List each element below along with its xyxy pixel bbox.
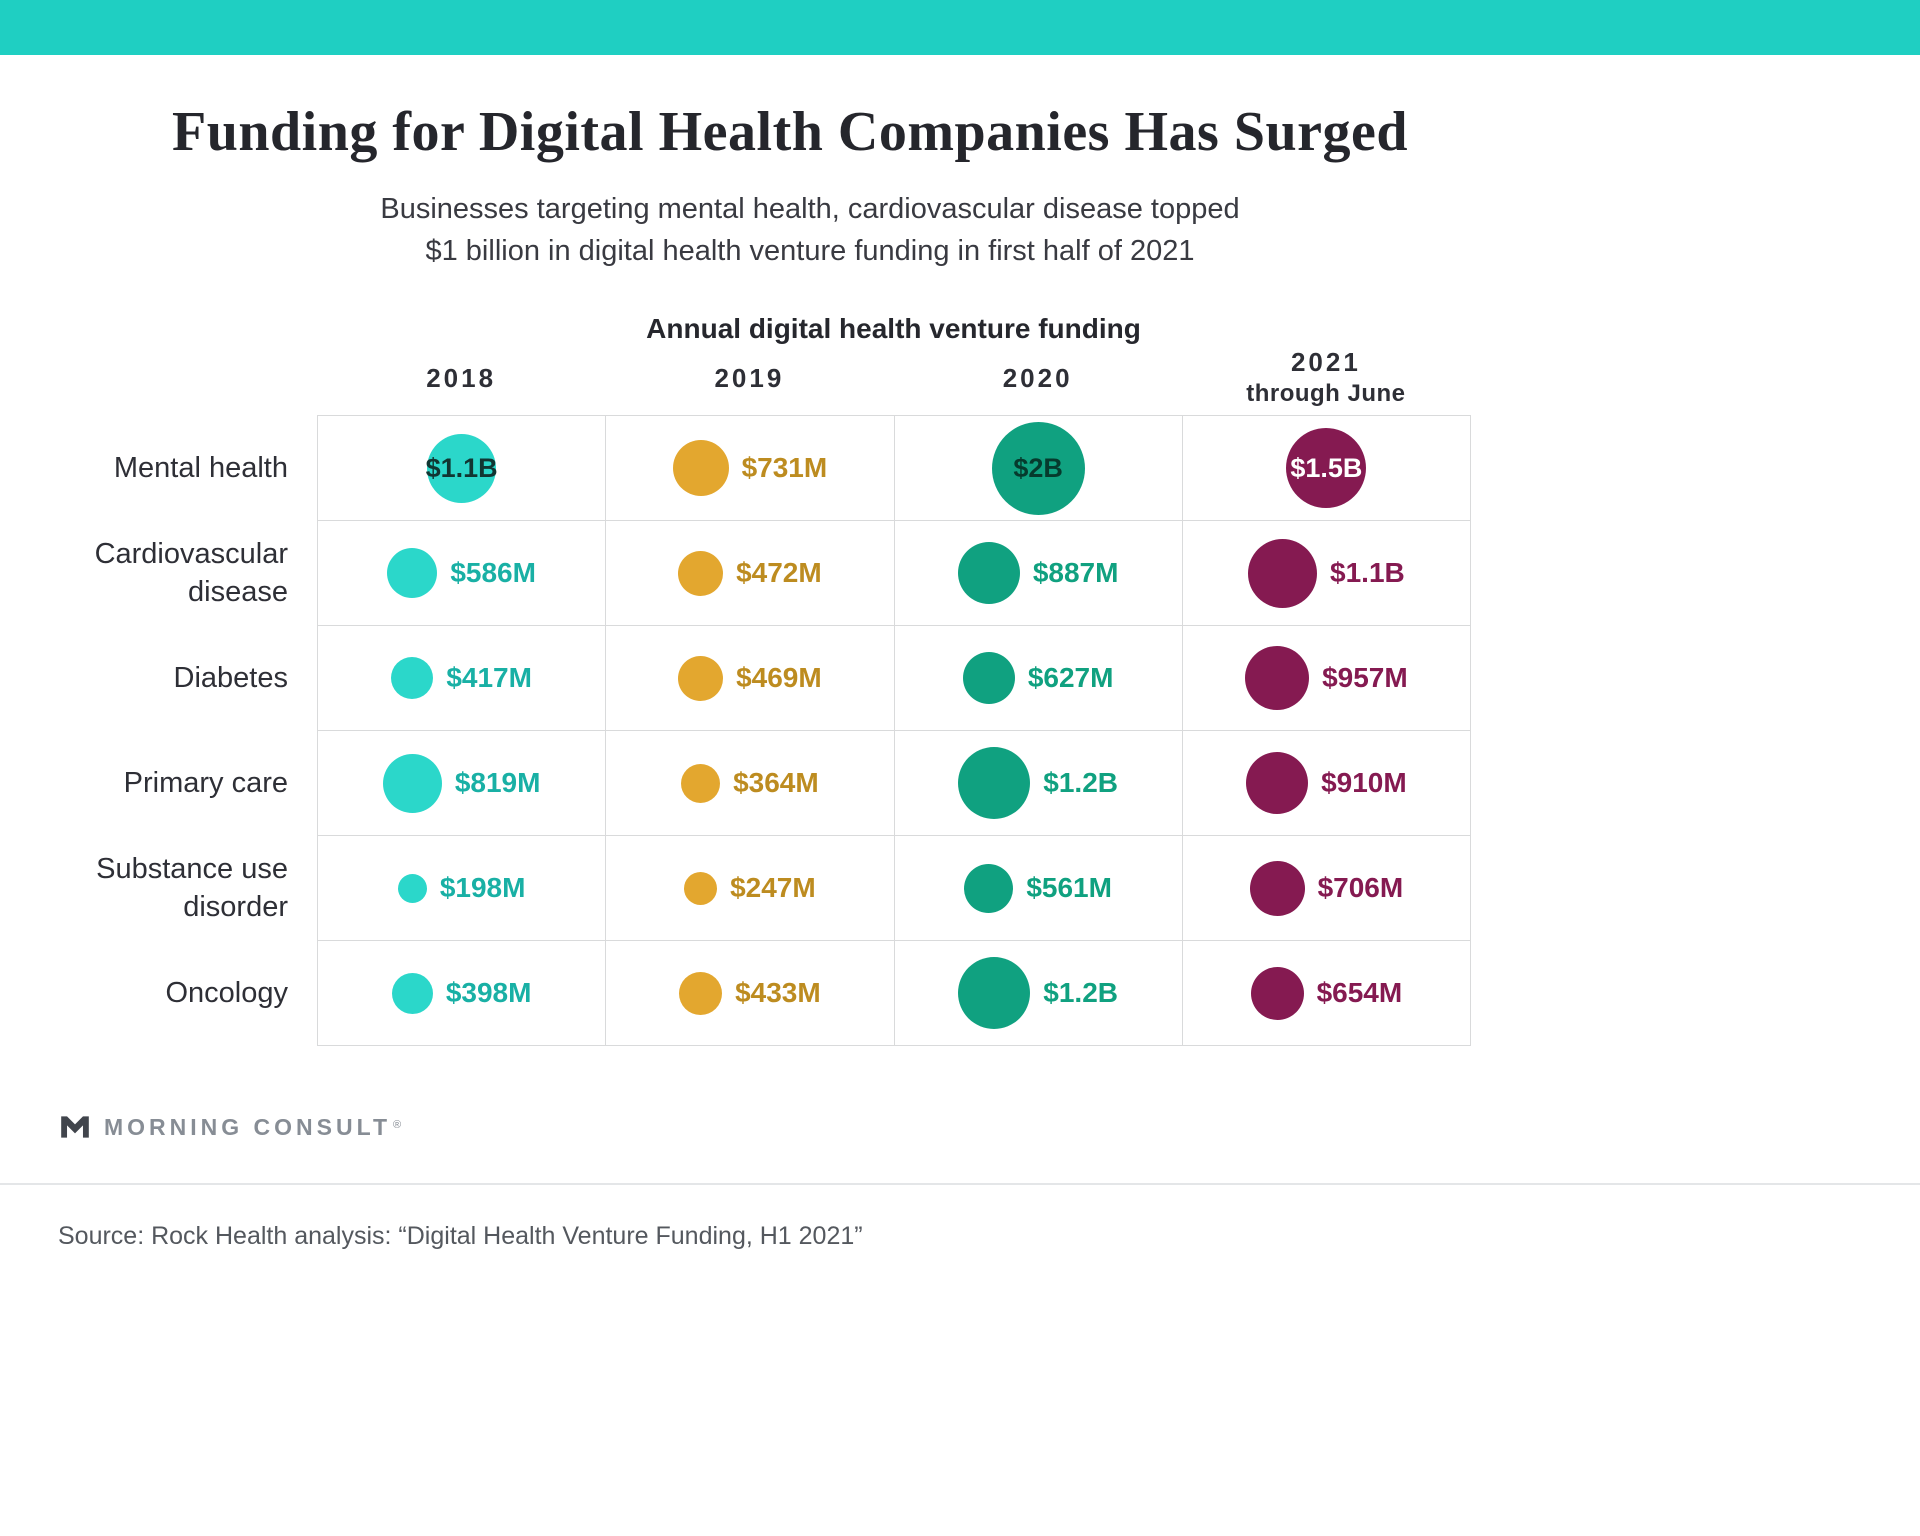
grid-cell: $364M — [606, 731, 895, 836]
column-headers: 2018 2019 2020 2021 through June — [317, 345, 1470, 411]
funding-bubble: $1.1B — [425, 433, 498, 503]
grid-cell: $957M — [1182, 626, 1471, 731]
funding-value-label: $364M — [733, 767, 819, 798]
funding-value-label: $1.1B — [425, 452, 498, 483]
funding-value-label: $957M — [1322, 662, 1408, 693]
grid-cell: $398M — [318, 941, 607, 1046]
grid-cell: $1.5B — [1182, 416, 1471, 521]
subtitle-line2: $1 billion in digital health venture fun… — [425, 235, 1195, 267]
column-header-2018: 2018 — [426, 362, 497, 393]
grid-cell: $472M — [606, 521, 895, 626]
grid-cell: $469M — [606, 626, 895, 731]
funding-value-label: $1.5B — [1290, 452, 1363, 483]
row-label: Diabetes — [173, 661, 288, 694]
funding-value-label: $1.2B — [1043, 977, 1118, 1008]
morning-consult-logo: MORNING CONSULT ® — [58, 1110, 401, 1144]
row-label: Substance use disorder — [96, 852, 288, 923]
column-header-2020: 2020 — [1002, 362, 1073, 393]
funding-value-label: $586M — [450, 557, 536, 588]
funding-value-label: $819M — [454, 767, 541, 798]
grid-cell: $247M — [606, 836, 895, 941]
funding-value-label: $706M — [1317, 872, 1404, 903]
funding-value-label: $198M — [439, 872, 526, 903]
funding-bubble — [684, 871, 718, 905]
grid-cell: $887M — [894, 521, 1183, 626]
brand-color-bar — [0, 0, 1920, 55]
funding-bubble — [958, 747, 1031, 819]
funding-bubble — [672, 440, 729, 496]
funding-bubble — [964, 863, 1014, 913]
grid-cell: $561M — [894, 836, 1183, 941]
funding-bubble — [678, 550, 724, 596]
funding-value-label: $469M — [736, 662, 822, 693]
footer-divider — [0, 1183, 1920, 1185]
grid-cell: $910M — [1182, 731, 1471, 836]
funding-bubble — [387, 548, 438, 598]
funding-value-label: $433M — [735, 977, 821, 1008]
funding-bubble — [957, 542, 1020, 604]
grid-cell: $198M — [318, 836, 607, 941]
grid-cell: $2B — [894, 416, 1183, 521]
row-labels: Mental health Cardiovascular disease Diabe… — [40, 415, 288, 1045]
chart-title: Annual digital health venture funding — [646, 313, 1141, 344]
grid-cell: $1.1B — [1182, 521, 1471, 626]
funding-value-label: $910M — [1321, 767, 1407, 798]
funding-value-label: $2B — [1013, 452, 1063, 483]
grid-cell: $706M — [1182, 836, 1471, 941]
row-label: Mental health — [113, 451, 288, 484]
funding-bubble — [391, 972, 433, 1014]
funding-value-label: $627M — [1027, 662, 1114, 693]
grid-cell: $654M — [1182, 941, 1471, 1046]
funding-bubble — [1249, 860, 1305, 916]
row-label: Primary care — [123, 766, 288, 799]
source-text: Source: Rock Health analysis: “Digital H… — [58, 1222, 863, 1250]
grid-cell: $433M — [606, 941, 895, 1046]
grid-cell: $731M — [606, 416, 895, 521]
funding-bubble — [1245, 646, 1310, 710]
funding-value-label: $731M — [741, 452, 828, 483]
funding-value-label: $887M — [1032, 557, 1119, 588]
m-logo-icon — [61, 1116, 89, 1138]
funding-value-label: $247M — [730, 872, 816, 903]
row-label: Cardiovascular disease — [94, 537, 288, 608]
column-header-2019: 2019 — [714, 362, 785, 393]
grid-cell: $586M — [318, 521, 607, 626]
funding-value-label: $561M — [1026, 872, 1112, 903]
page-title: Funding for Digital Health Companies Has… — [172, 101, 1408, 163]
funding-bubble — [679, 971, 723, 1015]
funding-bubble — [1248, 538, 1318, 608]
funding-value-label: $472M — [736, 557, 822, 588]
funding-value-label: $417M — [446, 662, 532, 693]
grid-cell: $1.2B — [894, 941, 1183, 1046]
funding-bubble — [382, 753, 442, 813]
funding-bubble — [962, 652, 1015, 704]
funding-bubble: $1.5B — [1286, 428, 1367, 508]
funding-bubble — [397, 873, 427, 903]
funding-bubble — [1246, 752, 1309, 814]
grid-cell: $417M — [318, 626, 607, 731]
funding-bubble: $2B — [991, 421, 1085, 515]
grid-cell: $819M — [318, 731, 607, 836]
funding-value-label: $1.2B — [1043, 767, 1118, 798]
bubble-grid: $1.1B $731M $2B $1.5B $586M $472M $887M $1.1B $4… — [317, 415, 1471, 1046]
row-label: Oncology — [165, 976, 288, 1009]
grid-cell: $627M — [894, 626, 1183, 731]
column-header-2021: 2021 through June — [1246, 347, 1406, 407]
funding-bubble — [1250, 966, 1304, 1020]
funding-bubble — [958, 957, 1031, 1029]
logo-text: MORNING CONSULT — [104, 1113, 392, 1140]
grid-cell: $1.1B — [318, 416, 607, 521]
subtitle: Businesses targeting mental health, card… — [10, 188, 1610, 272]
funding-bubble — [678, 655, 724, 701]
logo-registered-mark: ® — [393, 1119, 402, 1132]
funding-value-label: $398M — [445, 977, 532, 1008]
funding-bubble — [681, 763, 721, 803]
funding-bubble — [391, 657, 434, 699]
funding-value-label: $654M — [1316, 977, 1403, 1008]
funding-value-label: $1.1B — [1330, 557, 1405, 588]
grid-cell: $1.2B — [894, 731, 1183, 836]
subtitle-line1: Businesses targeting mental health, card… — [380, 193, 1240, 225]
